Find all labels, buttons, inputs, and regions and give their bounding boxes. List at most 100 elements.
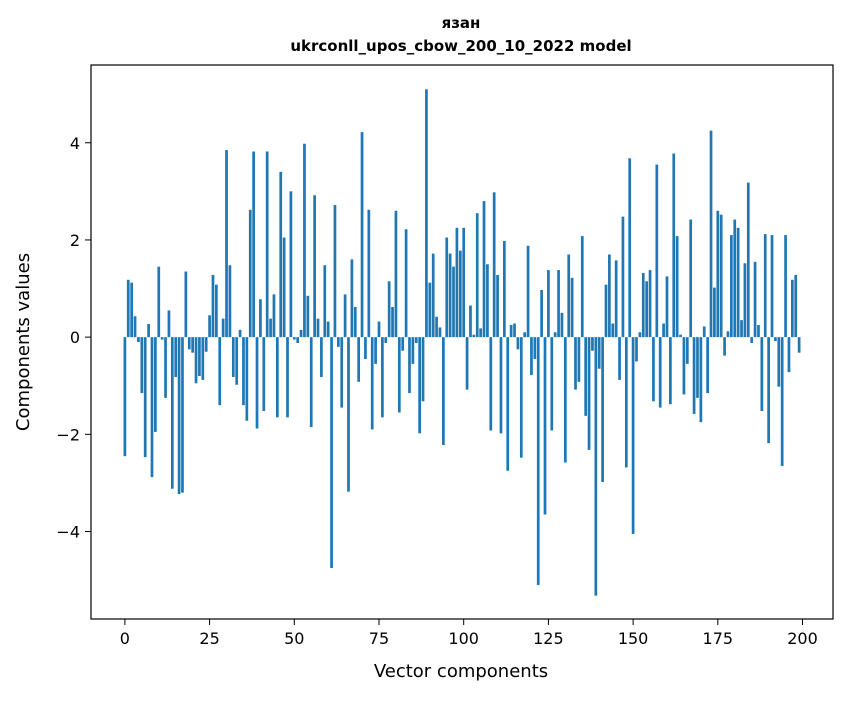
bar-137 bbox=[587, 337, 591, 450]
bar-199 bbox=[797, 337, 801, 353]
bar-13 bbox=[167, 310, 171, 338]
bar-185 bbox=[750, 337, 754, 343]
bar-150 bbox=[631, 337, 635, 534]
bar-100 bbox=[462, 227, 466, 338]
bar-102 bbox=[469, 305, 472, 338]
bar-46 bbox=[279, 171, 283, 338]
bar-35 bbox=[242, 337, 245, 406]
y-axis: −4 −2 0 2 4 bbox=[56, 134, 91, 542]
bar-190 bbox=[767, 337, 770, 444]
bar-141 bbox=[601, 337, 604, 482]
bar-148 bbox=[624, 337, 628, 468]
x-tick-label: 25 bbox=[199, 629, 219, 648]
bar-17 bbox=[181, 337, 184, 493]
bar-27 bbox=[215, 284, 218, 338]
bar-56 bbox=[313, 195, 316, 338]
bar-156 bbox=[652, 337, 655, 402]
bar-72 bbox=[367, 209, 371, 338]
bar-10 bbox=[157, 266, 161, 338]
bar-60 bbox=[326, 321, 330, 338]
bar-158 bbox=[658, 337, 662, 408]
x-tick-label: 100 bbox=[448, 629, 479, 648]
bar-135 bbox=[580, 236, 584, 338]
bar-66 bbox=[347, 337, 350, 492]
bar-184 bbox=[746, 182, 750, 338]
bar-11 bbox=[160, 337, 164, 340]
bar-18 bbox=[184, 271, 188, 338]
bar-122 bbox=[536, 337, 540, 585]
bar-115 bbox=[513, 323, 516, 338]
bar-82 bbox=[401, 337, 405, 351]
bar-177 bbox=[723, 337, 726, 356]
bar-106 bbox=[482, 201, 486, 338]
bar-160 bbox=[665, 276, 669, 338]
bar-36 bbox=[245, 337, 249, 421]
bar-119 bbox=[526, 245, 530, 338]
bar-163 bbox=[675, 236, 679, 338]
bar-57 bbox=[316, 318, 320, 338]
bar-42 bbox=[265, 151, 269, 338]
bar-136 bbox=[584, 337, 588, 416]
bar-97 bbox=[452, 266, 455, 338]
bar-181 bbox=[736, 227, 740, 338]
bar-84 bbox=[408, 337, 411, 394]
bar-109 bbox=[492, 192, 496, 338]
x-axis-label: Vector components bbox=[374, 661, 548, 682]
bar-103 bbox=[472, 334, 476, 338]
bar-9 bbox=[154, 337, 157, 432]
bar-173 bbox=[709, 130, 713, 338]
bar-74 bbox=[374, 337, 377, 364]
y-tick-label: 2 bbox=[70, 231, 80, 250]
bar-128 bbox=[557, 270, 560, 338]
x-tick-label: 175 bbox=[703, 629, 734, 648]
bar-31 bbox=[228, 265, 232, 338]
bar-145 bbox=[614, 260, 618, 338]
bar-187 bbox=[757, 324, 760, 338]
bar-110 bbox=[496, 274, 499, 338]
bar-55 bbox=[309, 337, 313, 428]
bar-118 bbox=[523, 332, 527, 338]
bar-78 bbox=[387, 281, 391, 338]
bar-71 bbox=[364, 337, 367, 360]
bar-198 bbox=[794, 274, 798, 338]
y-tick-label: −2 bbox=[56, 425, 80, 444]
y-tick-label: 4 bbox=[70, 134, 80, 153]
bar-38 bbox=[252, 151, 255, 338]
y-tick-label: 0 bbox=[70, 328, 80, 347]
bar-182 bbox=[740, 320, 743, 338]
bar-123 bbox=[540, 290, 543, 338]
bar-8 bbox=[150, 337, 154, 478]
bar-146 bbox=[618, 337, 621, 380]
bar-143 bbox=[608, 254, 611, 338]
bar-93 bbox=[438, 327, 442, 338]
bar-59 bbox=[323, 265, 327, 338]
bar-94 bbox=[442, 337, 445, 446]
bar-49 bbox=[289, 191, 293, 338]
bar-147 bbox=[621, 216, 625, 338]
bar-189 bbox=[763, 234, 767, 338]
bar-168 bbox=[692, 337, 696, 414]
bar-3 bbox=[133, 316, 137, 338]
bar-91 bbox=[431, 253, 435, 338]
x-tick-label: 125 bbox=[533, 629, 564, 648]
bar-48 bbox=[286, 337, 289, 418]
bar-101 bbox=[465, 337, 469, 390]
bar-171 bbox=[702, 326, 706, 338]
bar-196 bbox=[787, 337, 791, 373]
bar-76 bbox=[381, 337, 384, 418]
bar-70 bbox=[360, 132, 364, 338]
bar-121 bbox=[533, 337, 537, 360]
bar-197 bbox=[790, 279, 794, 338]
bar-194 bbox=[780, 337, 784, 466]
bar-112 bbox=[503, 240, 506, 338]
bar-153 bbox=[641, 272, 645, 338]
bar-164 bbox=[679, 334, 682, 338]
bar-134 bbox=[577, 337, 581, 382]
bar-165 bbox=[682, 337, 686, 395]
bar-24 bbox=[204, 337, 208, 352]
bar-178 bbox=[726, 331, 730, 338]
bar-86 bbox=[414, 337, 418, 343]
bar-44 bbox=[272, 294, 276, 338]
bar-30 bbox=[225, 150, 228, 338]
